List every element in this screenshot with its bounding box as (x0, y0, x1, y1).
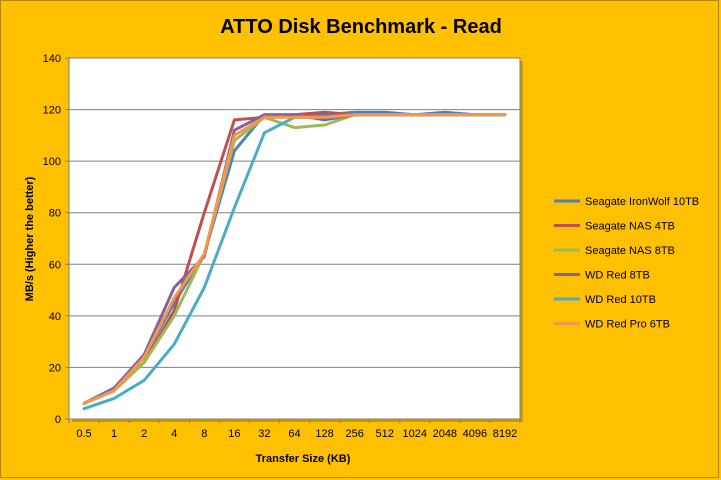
x-tick-label: 512 (376, 428, 394, 440)
legend-label: Seagate IronWolf 10TB (585, 196, 699, 208)
legend-label: Seagate NAS 4TB (585, 221, 675, 233)
y-tick-label: 60 (49, 259, 61, 271)
x-tick-label: 128 (315, 428, 333, 440)
series-lines (82, 110, 507, 411)
x-tick-label: 2 (141, 428, 147, 440)
y-tick-label: 20 (49, 362, 61, 374)
legend-label: WD Red 10TB (585, 294, 656, 306)
y-tick-label: 120 (43, 105, 61, 117)
chart-title: ATTO Disk Benchmark - Read (220, 16, 502, 38)
x-tick-label: 8 (201, 428, 207, 440)
legend-label: WD Red Pro 6TB (585, 319, 670, 331)
x-axis-label: Transfer Size (KB) (256, 453, 351, 465)
x-tick-label: 32 (258, 428, 270, 440)
legend-label: Seagate NAS 8TB (585, 245, 675, 257)
x-tick-label: 16 (228, 428, 240, 440)
legend: Seagate IronWolf 10TB Seagate NAS 4TB Seag… (554, 196, 699, 331)
y-tick-label: 140 (43, 53, 61, 65)
y-tick-label: 0 (55, 414, 61, 426)
axis-ticks: 0 20 40 60 80 100 120 140 0.5 1 2 4 8 16 32 64 128 256 512… (43, 53, 521, 440)
y-tick-label: 100 (43, 156, 61, 168)
gridlines (69, 57, 520, 368)
x-tick-label: 256 (345, 428, 363, 440)
y-tick-label: 40 (49, 311, 61, 323)
y-tick-label: 80 (49, 208, 61, 220)
x-tick-label: 2048 (433, 428, 457, 440)
x-tick-label: 1 (111, 428, 117, 440)
y-axis-label: MB/s (Higher the better) (24, 176, 36, 301)
x-tick-label: 0.5 (76, 428, 91, 440)
x-tick-label: 4096 (463, 428, 487, 440)
series-line-5 (82, 113, 507, 405)
x-tick-label: 64 (288, 428, 300, 440)
x-tick-label: 1024 (403, 428, 427, 440)
x-tick-label: 4 (171, 428, 177, 440)
x-tick-label: 8192 (493, 428, 517, 440)
legend-label: WD Red 8TB (585, 270, 650, 282)
